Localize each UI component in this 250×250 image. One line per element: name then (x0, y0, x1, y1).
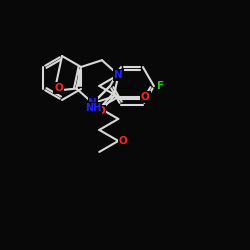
Text: O: O (96, 106, 105, 116)
Text: N: N (88, 98, 97, 108)
Text: F: F (158, 81, 164, 91)
Text: O: O (54, 83, 63, 93)
Text: N: N (114, 70, 123, 80)
Text: O: O (119, 136, 128, 146)
Text: O: O (141, 92, 150, 102)
Text: NH: NH (85, 103, 102, 113)
